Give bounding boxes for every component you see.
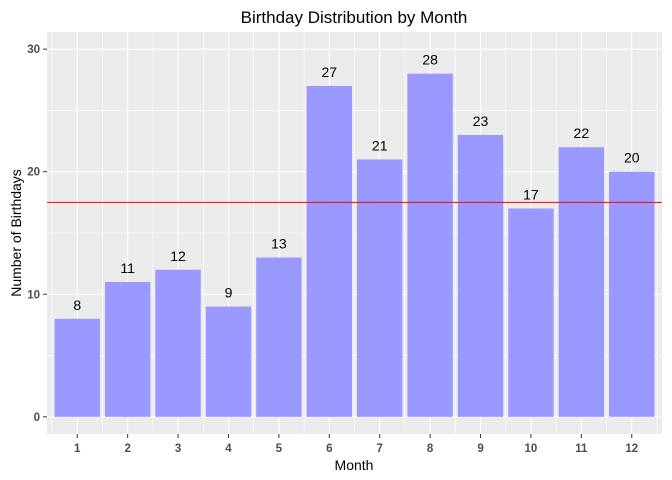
bar-month-10	[508, 208, 554, 417]
x-tick-label: 11	[575, 443, 588, 455]
bar-value-label: 22	[574, 125, 590, 141]
bar-value-label: 20	[624, 150, 640, 166]
bar-month-3	[155, 269, 201, 417]
y-tick-label: 30	[27, 44, 40, 56]
bar-month-5	[256, 257, 302, 417]
bar-month-8	[407, 73, 453, 417]
bar-month-12	[609, 171, 655, 417]
bar-month-4	[205, 306, 252, 417]
bar-month-11	[558, 147, 605, 417]
bar-month-1	[54, 318, 100, 417]
bar-value-label: 13	[271, 236, 287, 252]
x-tick-label: 12	[625, 443, 638, 455]
x-tick-label: 6	[326, 443, 332, 455]
x-tick-label: 9	[477, 443, 483, 455]
bar-month-9	[457, 134, 504, 417]
x-tick-label: 7	[377, 443, 383, 455]
x-tick-label: 5	[276, 443, 283, 455]
bar-value-label: 17	[523, 186, 539, 202]
y-axis-ticks: 0 10 20 30	[27, 44, 47, 424]
y-axis-title: Number of Birthdays	[8, 169, 24, 297]
x-axis-ticks: 1 2 3 4 5 6 7 8 9 10 11 12	[74, 434, 638, 455]
x-tick-label: 2	[124, 443, 130, 455]
bar-value-label: 8	[73, 297, 81, 313]
bar-value-labels: 8 11 12 9 13 27 21 28 23 17 22 20	[73, 52, 639, 313]
y-tick-label: 20	[27, 167, 40, 179]
bar-value-label: 28	[422, 52, 438, 68]
chart-title: Birthday Distribution by Month	[241, 8, 468, 27]
bar-month-6	[306, 85, 352, 417]
x-tick-label: 10	[525, 443, 538, 455]
x-axis-title: Month	[335, 457, 374, 473]
x-tick-label: 8	[427, 443, 434, 455]
bar-value-label: 12	[170, 248, 186, 264]
bar-month-7	[357, 159, 403, 417]
bar-value-label: 9	[225, 285, 233, 301]
bar-value-label: 23	[473, 113, 489, 129]
x-tick-label: 3	[175, 443, 181, 455]
x-tick-label: 4	[225, 443, 232, 455]
x-tick-label: 1	[74, 443, 81, 455]
y-tick-label: 0	[34, 412, 40, 424]
bar-value-label: 21	[372, 137, 388, 153]
bar-value-label: 27	[322, 64, 338, 80]
bar-month-2	[104, 282, 151, 417]
y-tick-label: 10	[27, 289, 40, 301]
bar-value-label: 11	[120, 260, 135, 276]
grid-minor-lines	[47, 32, 662, 434]
bars-group	[54, 73, 655, 417]
